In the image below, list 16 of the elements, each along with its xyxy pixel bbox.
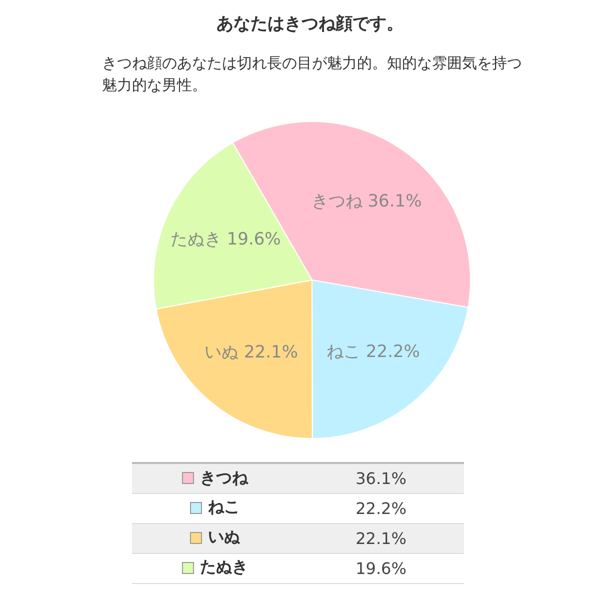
data-label: 36.1% [354, 468, 408, 490]
legend-label: きつね [200, 468, 248, 487]
table-row: たぬき 19.6% [132, 553, 464, 583]
category-label: たぬき 19.6% [170, 230, 281, 250]
chart-subtitle: きつね顔のあなたは切れ長の目が魅力的。知的な雰囲気を持つ魅力的な男性。 [102, 53, 523, 96]
category-label: ねこ 22.2% [326, 342, 420, 362]
legend-label: たぬき [200, 558, 248, 577]
data-label: 22.1% [354, 528, 408, 550]
legend-label: ねこ [208, 498, 240, 517]
chart-title: あなたはきつね顔です。 [216, 13, 404, 35]
table-row: ねこ 22.2% [132, 493, 464, 523]
data-label: 19.6% [354, 558, 408, 580]
category-label: いぬ 22.1% [204, 342, 298, 363]
category-label: きつね 36.1% [311, 192, 422, 212]
legend-label: いぬ [208, 528, 240, 547]
data-label: 22.2% [354, 498, 408, 520]
